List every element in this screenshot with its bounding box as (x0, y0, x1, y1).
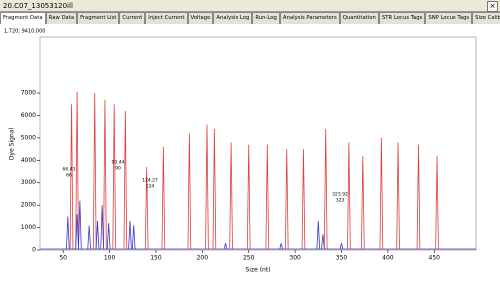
x-tick-label: 50 (59, 255, 67, 262)
peak-annotation: 90.44 (112, 160, 125, 166)
peak (131, 225, 136, 250)
x-tick-label: 100 (104, 255, 116, 262)
y-tick-label: 1000 (21, 224, 36, 231)
y-tick-label: 3000 (21, 179, 36, 186)
peak (95, 220, 100, 250)
title-text: 20.C07_13053120ill (3, 2, 73, 10)
peak (75, 214, 79, 250)
tab[interactable]: Inject Current (145, 12, 188, 24)
tab[interactable]: Run-Log (252, 12, 280, 24)
chart: 1,720; 9410,000 Size (nt) Dye Signal 0 10… (0, 24, 500, 281)
tab[interactable]: Voltage (187, 12, 214, 24)
plot-frame (39, 36, 477, 251)
peak (435, 155, 439, 250)
tab[interactable]: Analysis Parameters (279, 12, 340, 24)
peak (347, 142, 351, 250)
y-tick-label: 5000 (21, 134, 36, 141)
peak (69, 104, 74, 250)
peak (87, 225, 91, 250)
peak (229, 142, 233, 250)
peak (323, 128, 328, 250)
peak (316, 220, 321, 250)
y-tick-label: 7000 (21, 90, 36, 97)
peak (212, 128, 217, 250)
readout: 1,720; 9410,000 (4, 29, 45, 35)
window-title: 20.C07_13053120ill × (0, 0, 500, 12)
peak (361, 155, 365, 250)
peak (144, 167, 149, 250)
peak (205, 124, 209, 250)
tab[interactable]: Analysis Log (213, 12, 253, 24)
peak (265, 144, 270, 250)
peak (112, 104, 117, 250)
x-axis-label: Size (nt) (245, 267, 270, 274)
peak (416, 144, 421, 250)
x-tick-label: 300 (289, 255, 301, 262)
peak (128, 220, 132, 250)
peak (66, 216, 70, 250)
tab[interactable]: Current (119, 12, 146, 24)
peak-annotation: 66.43 (63, 167, 76, 173)
peak (284, 149, 289, 250)
x-tick-label: 200 (197, 255, 209, 262)
peak-annotation: 323.92 (332, 192, 348, 198)
x-tick-label: 450 (429, 255, 441, 262)
peak (78, 200, 82, 250)
x-tick-label: 350 (336, 255, 348, 262)
peak-annotation: 323 (336, 198, 345, 204)
tab[interactable]: STR Locus Tags (378, 12, 426, 24)
peak-annotation: 124.27 (142, 178, 158, 184)
peak (161, 146, 166, 250)
y-tick-label: 0 (32, 247, 36, 254)
peak (187, 133, 192, 250)
peak (396, 142, 400, 250)
tab[interactable]: Size Calibration (472, 12, 500, 24)
y-tick-label: 6000 (21, 112, 36, 119)
peak (103, 99, 107, 250)
peak-annotation: 124 (146, 184, 155, 190)
tab[interactable]: Fragment Data (0, 12, 46, 24)
x-tick-label: 400 (382, 255, 394, 262)
peak (92, 93, 97, 250)
tab-bar: Fragment Data Raw Data Fragment List Curren… (0, 12, 500, 24)
y-axis-label: Dye Signal (9, 128, 16, 161)
y-tick-label: 4000 (21, 157, 36, 164)
tab[interactable]: Fragment List (77, 12, 120, 24)
tab[interactable]: Quantitation (339, 12, 379, 24)
peak-annotation: 66 (66, 173, 72, 179)
tab[interactable]: SNP Locus Tags (425, 12, 473, 24)
peak (246, 144, 251, 250)
peak (301, 149, 306, 250)
peak (106, 223, 111, 250)
y-tick-label: 2000 (21, 202, 36, 209)
tab[interactable]: Raw Data (45, 12, 78, 24)
peak (339, 243, 344, 250)
close-button[interactable]: × (487, 1, 498, 12)
x-tick-label: 150 (150, 255, 162, 262)
peak (279, 243, 283, 250)
peak (321, 234, 325, 250)
peak (223, 243, 228, 250)
peak (123, 110, 128, 250)
peak (100, 205, 104, 250)
x-tick-label: 250 (243, 255, 255, 262)
peak-annotation: 90 (115, 166, 121, 172)
peak (379, 137, 384, 250)
peak (75, 91, 79, 250)
